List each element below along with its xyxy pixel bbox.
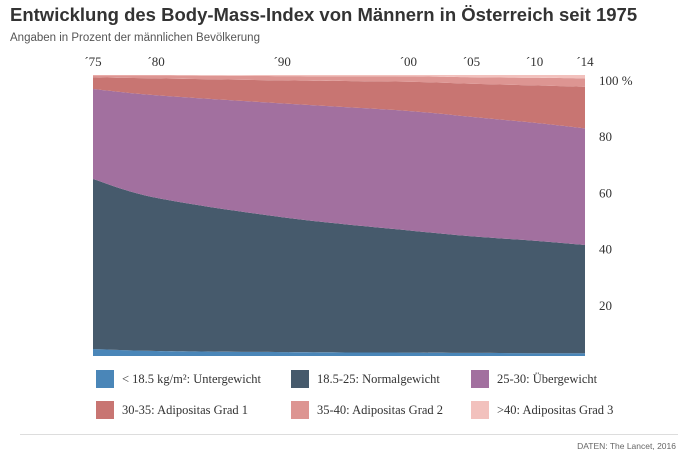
x-tick-label: ´14 (576, 54, 594, 69)
footer-divider (20, 434, 678, 435)
y-tick-label: 40 (599, 242, 612, 257)
y-tick-label: 60 (599, 185, 612, 200)
stacked-area-chart: ´75 ´80 ´90 ´00 ´05 ´10 ´14 100 % 80 60 40 20 (84, 54, 633, 356)
x-tick-label: ´05 (463, 54, 480, 69)
area-series-3 (93, 89, 585, 245)
y-tick-label: 100 % (599, 73, 633, 88)
legend-swatch (471, 401, 489, 419)
legend-swatch (471, 370, 489, 388)
area-series-2 (93, 178, 585, 354)
chart-title: Entwicklung des Body-Mass-Index von Männ… (10, 4, 638, 25)
x-tick-label: ´80 (147, 54, 164, 69)
legend-label: 18.5-25: Normalgewicht (317, 371, 440, 386)
legend-swatch (96, 370, 114, 388)
legend-item: >40: Adipositas Grad 3 (471, 401, 613, 419)
x-tick-label: ´90 (274, 54, 291, 69)
area-series-5 (93, 75, 585, 87)
legend-item: < 18.5 kg/m²: Untergewicht (96, 370, 261, 388)
x-tick-label: ´00 (400, 54, 417, 69)
legend-item: 30-35: Adipositas Grad 1 (96, 401, 248, 419)
area-series-4 (93, 77, 585, 129)
x-tick-label: ´75 (84, 54, 101, 69)
legend-swatch (291, 370, 309, 388)
chart-subtitle: Angaben in Prozent der männlichen Bevölk… (10, 32, 260, 44)
legend-label: 30-35: Adipositas Grad 1 (122, 402, 249, 417)
area-series-6 (93, 75, 585, 79)
legend-item: 35-40: Adipositas Grad 2 (291, 401, 443, 419)
y-tick-label: 20 (599, 298, 612, 313)
legend-item: 18.5-25: Normalgewicht (291, 370, 440, 388)
legend-label: 25-30: Übergewicht (497, 371, 598, 386)
source-note: DATEN: The Lancet, 2016 (577, 441, 676, 451)
legend-swatch (96, 401, 114, 419)
chart-legend: < 18.5 kg/m²: Untergewicht 18.5-25: Norma… (96, 368, 656, 428)
legend-item: 25-30: Übergewicht (471, 370, 597, 388)
legend-swatch (291, 401, 309, 419)
legend-label: 35-40: Adipositas Grad 2 (317, 402, 444, 417)
legend-label: < 18.5 kg/m²: Untergewicht (122, 371, 262, 386)
area-series-1 (93, 348, 585, 356)
legend-label: >40: Adipositas Grad 3 (497, 402, 614, 417)
x-tick-label: ´10 (526, 54, 543, 69)
y-tick-label: 80 (599, 129, 612, 144)
